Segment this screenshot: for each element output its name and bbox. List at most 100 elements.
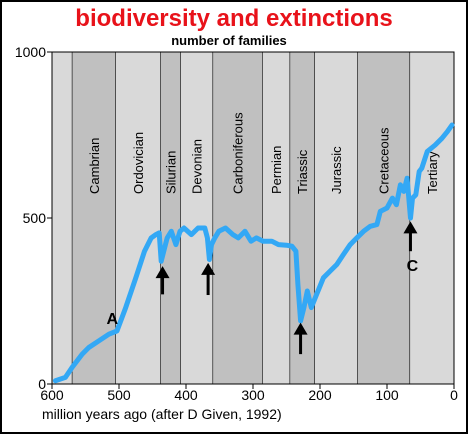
period-label: Triassic xyxy=(295,149,310,194)
data-point xyxy=(290,244,294,248)
data-point xyxy=(165,236,169,240)
data-point xyxy=(196,226,200,230)
data-point xyxy=(285,243,288,247)
data-point xyxy=(217,229,221,233)
data-point xyxy=(321,276,325,280)
extinction-arrow-head xyxy=(293,322,308,335)
data-point xyxy=(213,236,217,240)
data-point xyxy=(294,249,298,253)
data-point xyxy=(209,243,213,247)
data-point xyxy=(414,193,418,197)
period-band xyxy=(357,52,410,384)
data-point xyxy=(182,226,186,230)
data-point xyxy=(107,332,111,336)
data-point xyxy=(385,206,389,210)
data-point xyxy=(394,203,398,207)
data-point xyxy=(157,231,161,235)
y-tick-label: 0 xyxy=(38,376,46,392)
data-point xyxy=(375,223,379,227)
y-tick-label: 500 xyxy=(23,210,47,226)
x-tick-label: 200 xyxy=(308,387,332,403)
data-point xyxy=(174,243,178,247)
chart-subtitle: number of families xyxy=(171,33,287,48)
data-point xyxy=(433,143,437,147)
x-tick-label: 100 xyxy=(375,387,399,403)
extinction-arrow-head xyxy=(201,262,216,275)
data-point xyxy=(402,189,406,193)
data-point xyxy=(261,239,265,243)
arrow-layer xyxy=(155,221,418,355)
data-point xyxy=(410,196,414,200)
data-point xyxy=(142,249,146,253)
data-point xyxy=(270,239,274,243)
data-point xyxy=(341,253,345,257)
x-tick-label: 300 xyxy=(241,387,265,403)
data-point xyxy=(417,170,421,174)
data-point xyxy=(207,258,211,261)
data-point xyxy=(159,259,163,263)
data-point xyxy=(440,136,444,140)
data-point xyxy=(315,292,319,296)
period-label: Carboniferous xyxy=(231,112,246,194)
data-point xyxy=(70,365,74,369)
data-point xyxy=(203,226,207,230)
data-point xyxy=(134,276,138,280)
x-axis-label: million years ago (after D Given, 1992) xyxy=(42,406,282,422)
period-label: Devonian xyxy=(190,139,205,194)
extinction-arrow-head xyxy=(155,266,170,279)
data-point xyxy=(163,246,167,250)
x-tick-label: 500 xyxy=(107,387,131,403)
data-point xyxy=(335,262,339,266)
period-label: Cretaceous xyxy=(377,127,392,194)
data-point xyxy=(299,319,303,323)
data-point xyxy=(205,236,209,240)
data-point xyxy=(189,233,193,237)
data-point xyxy=(378,209,382,213)
period-label: Silurian xyxy=(164,151,179,194)
data-point xyxy=(243,229,247,233)
data-point xyxy=(408,216,412,220)
data-point xyxy=(420,166,424,170)
period-band xyxy=(160,52,181,384)
data-point xyxy=(236,236,240,240)
data-point xyxy=(169,229,173,233)
chart-title: biodiversity and extinctions xyxy=(75,5,392,32)
period-label: Ordovician xyxy=(131,132,146,194)
y-tick-label: 1000 xyxy=(15,44,46,60)
data-point xyxy=(425,150,429,154)
period-label: Tertiary xyxy=(425,151,440,194)
x-tick-label: 600 xyxy=(40,387,64,403)
data-point xyxy=(302,306,306,310)
x-tick-label: 400 xyxy=(174,387,198,403)
data-point xyxy=(254,236,258,240)
data-point xyxy=(53,379,57,383)
data-point xyxy=(328,269,332,273)
series-layer xyxy=(52,122,455,384)
period-label: Jurassic xyxy=(329,146,344,194)
x-tick-label: 0 xyxy=(450,387,458,403)
period-label: Cambrian xyxy=(87,138,102,194)
data-point xyxy=(80,352,84,356)
data-point xyxy=(115,329,119,333)
label-layer: AC xyxy=(107,258,419,328)
data-point xyxy=(249,239,253,243)
period-label: Permian xyxy=(269,146,284,194)
data-point xyxy=(124,306,128,310)
annotation-label: C xyxy=(407,258,419,275)
period-band xyxy=(72,52,116,384)
data-point xyxy=(224,226,228,230)
data-point xyxy=(362,229,366,233)
data-point xyxy=(450,123,454,127)
data-point xyxy=(348,243,352,247)
data-point xyxy=(296,282,300,286)
data-point xyxy=(231,233,235,237)
data-point xyxy=(97,339,101,343)
data-point xyxy=(309,306,313,310)
data-point xyxy=(87,345,91,349)
period-band xyxy=(212,52,263,384)
data-point xyxy=(276,243,280,247)
data-point xyxy=(149,236,153,240)
